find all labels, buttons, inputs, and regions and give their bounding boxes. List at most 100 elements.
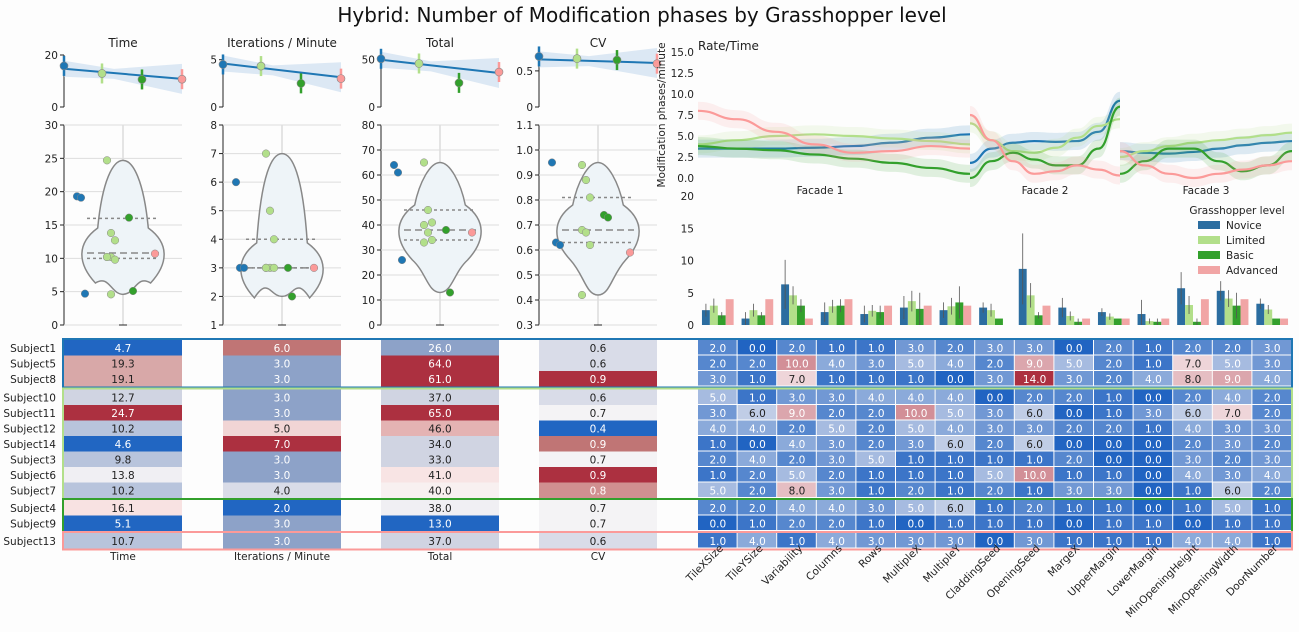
violin-body [556,161,640,296]
param-cell-value: 3.0 [907,343,924,355]
param-cell [1173,389,1212,404]
heatmap-cell-value: 26.0 [428,343,451,355]
violin-point-limited [423,228,433,237]
violin-body [81,159,165,296]
param-cell-value: 3.0 [1264,343,1281,355]
param-cell [856,500,895,515]
violin-ytick-label: 0.5 [516,270,533,282]
param-cell-value: 3.0 [828,485,845,497]
param-cell-value: 0.0 [1145,439,1162,451]
heatmap-cell [223,436,341,452]
param-cell-value: 3.0 [709,374,726,386]
param-cell [1014,355,1054,370]
param-cell [1094,355,1133,370]
param-cell [975,436,1014,451]
param-cell-value: 2.0 [1026,392,1043,404]
param-cell-value: 0.0 [987,536,1004,548]
heatmap-cell-value: 3.0 [274,374,291,386]
violin-point-limited [106,290,116,299]
param-cell [1054,355,1093,370]
param-cell [1252,371,1291,386]
violin-point-limited [585,240,595,250]
param-cell-value: 5.0 [709,485,726,497]
heatmap-cell-value: 0.7 [590,408,607,420]
bar-novice [1256,303,1265,325]
heatmap-cell-value: 37.0 [428,536,451,548]
param-cell-value: 1.0 [1185,485,1202,497]
violin-ytick-label: 30 [362,245,375,257]
param-cell [698,405,737,420]
rate-line-basic [697,144,971,175]
bar-advanced [1280,318,1289,325]
param-cell [1054,451,1093,466]
param-cell [1173,467,1212,482]
violin-point-limited [261,263,271,272]
param-cell [737,436,777,451]
param-cell-value: 1.0 [749,392,766,404]
heatmap-cell [539,436,657,452]
param-cell-value: 3.0 [1264,423,1281,435]
param-cell-value: 1.0 [1105,518,1122,530]
param-cell-value: 3.0 [1026,423,1043,435]
param-cell [1054,389,1093,404]
param-cell [1173,451,1212,466]
param-cell [1094,482,1133,497]
heatmap-cell [381,482,499,498]
subject-label: Subject8 [10,374,56,386]
param-cell [1173,371,1212,386]
heatmap-cell-value: 40.0 [428,485,451,497]
heatmap-cell-value: 3.0 [274,408,291,420]
param-cell-value: 3.0 [1224,470,1241,482]
param-cell [816,371,856,386]
param-cell-value: 1.0 [987,503,1004,515]
trend-ytick-label: 20 [45,50,58,62]
trend-confidence-band [381,51,499,88]
param-cell-value: 2.0 [1185,439,1202,451]
param-cell-value: 3.0 [1105,485,1122,497]
heatmap-cell [539,371,657,387]
violin-body [240,152,324,300]
param-cell [1212,405,1252,420]
legend-swatch-novice [1198,221,1220,229]
param-cell [1014,389,1054,404]
param-cell [1054,420,1093,435]
param-cell [896,389,935,404]
param-cell [1212,371,1252,386]
param-cell [816,451,856,466]
violin-ytick-label: 2 [210,291,217,303]
param-cell-value: 5.0 [907,423,924,435]
violin-point-limited [269,235,279,244]
param-cell-value: 9.0 [1026,358,1043,370]
param-cell [1014,405,1054,420]
legend-swatch-basic [1198,251,1220,259]
param-cell [1094,533,1133,548]
subject-label: Subject13 [3,536,56,548]
param-cell [1014,515,1054,530]
param-cell-value: 0.0 [1185,518,1202,530]
param-cell-value: 2.0 [987,485,1004,497]
heatmap-cell-value: 10.2 [111,423,134,435]
violin-ytick-label: 5 [51,287,58,299]
bar-novice [1216,290,1225,325]
bar-ytick-label: 20 [681,191,694,203]
param-cell [1014,420,1054,435]
param-cell-value: 2.0 [1264,439,1281,451]
param-cell-value: 2.0 [1224,454,1241,466]
rate-ytick-label: 0.0 [677,173,694,185]
param-cell-value: 1.0 [868,374,885,386]
heatmap-cell [64,355,182,371]
param-cell [896,340,935,355]
violin-ytick-label: 5 [210,206,217,218]
violin-point-basic [441,225,451,235]
param-cell-value: 4.0 [1224,392,1241,404]
violin-point-limited [102,252,112,262]
param-cell [896,500,935,515]
param-cell-value: 1.0 [907,374,924,386]
bar-limited [1264,309,1273,325]
param-cell [1054,533,1093,548]
param-cell-value: 0.0 [987,392,1004,404]
param-cell [1173,515,1212,530]
heatmap-cell [223,500,341,516]
param-cell [1014,436,1054,451]
param-cell-value: 0.0 [1105,454,1122,466]
